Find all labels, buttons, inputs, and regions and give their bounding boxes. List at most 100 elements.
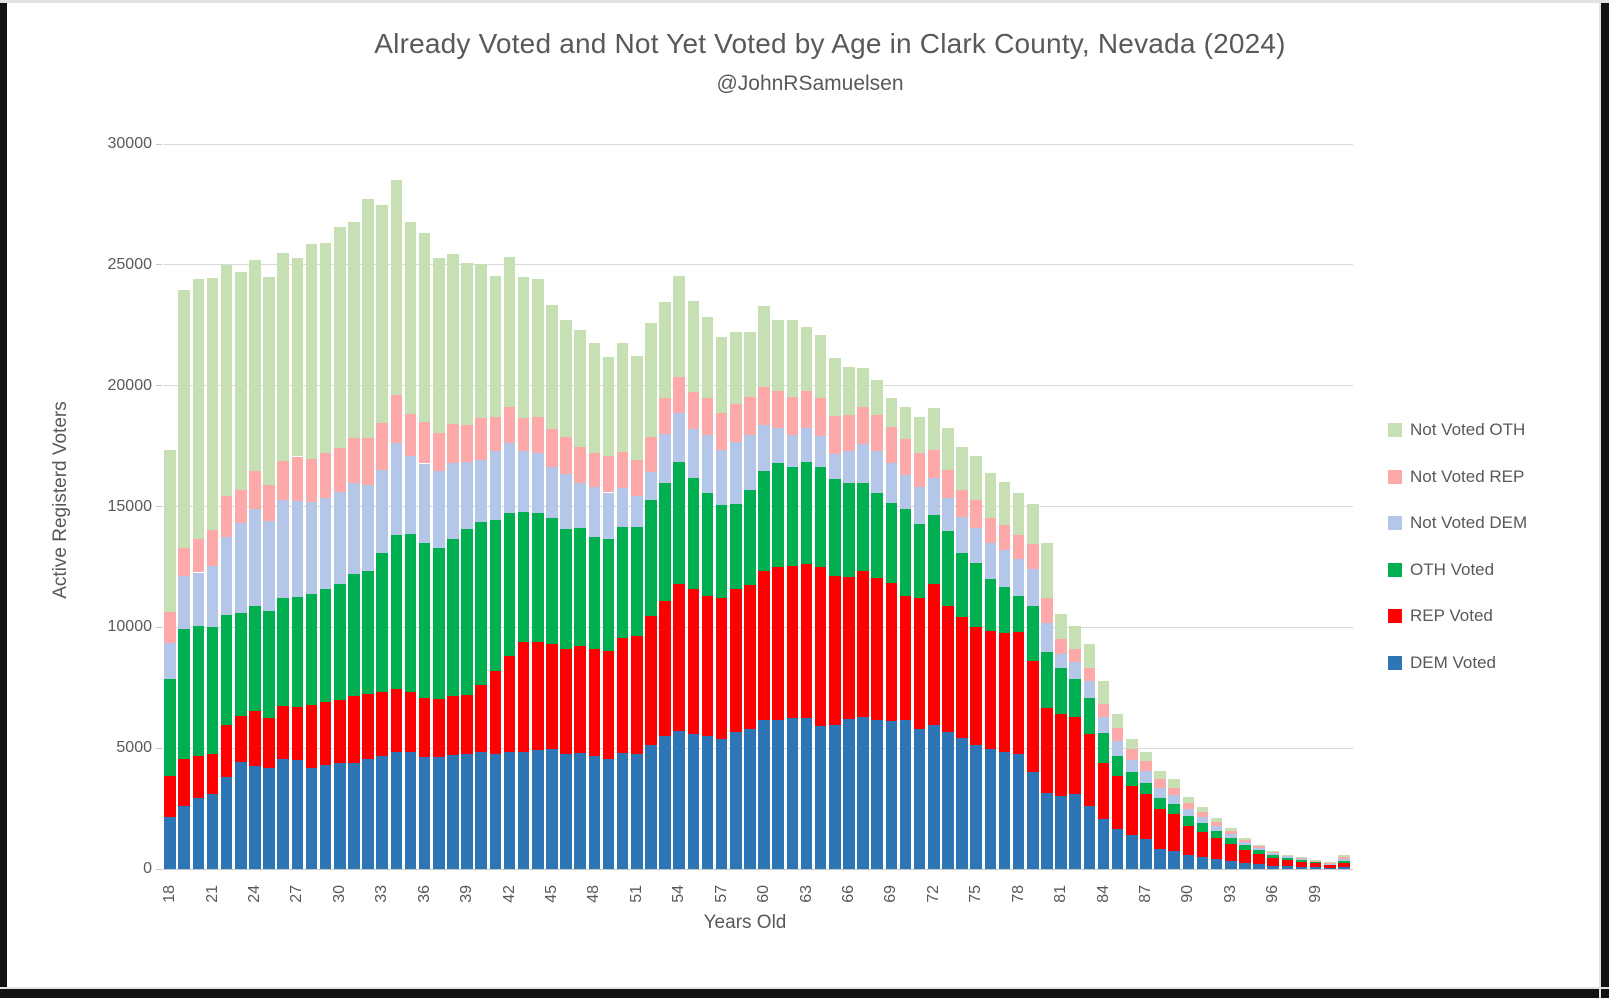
y-tick-label-10000: 10000 [107,618,153,636]
bar-age-35-oth-voted [404,533,417,693]
bar-age-45-not-voted-rep [546,428,558,467]
bar-age-96-not-voted-oth [1267,850,1279,852]
bar-age-34-oth-voted [390,534,403,690]
bar-age-46-dem-voted [560,754,572,869]
bar-age-70-oth-voted [899,509,912,597]
bar-age-84-not-voted-rep [1097,704,1110,717]
bar-age-68-rep-voted [871,577,883,720]
bar-age-57-not-voted-dem [715,450,728,505]
bar-age-65-not-voted-rep [829,416,841,454]
legend-label: DEM Voted [1410,652,1496,672]
bar-age-32-dem-voted [362,759,374,869]
bar-age-27-not-voted-dem [291,501,304,598]
bar-age-40-oth-voted [475,522,487,686]
bar-age-67-not-voted-rep [857,407,869,444]
bar-age-83-dem-voted [1083,806,1096,869]
bar-age-49-not-voted-dem [602,492,615,540]
bar-age-37-oth-voted [433,547,445,700]
y-tick-label-15000: 15000 [107,497,153,515]
bar-age-34-not-voted-rep [390,394,403,443]
bar-age-31-not-voted-oth [348,221,360,438]
bar-age-68-not-voted-oth [871,379,883,415]
bar-age-74-not-voted-oth [956,446,968,490]
bar-age-27-oth-voted [291,597,304,708]
bar-age-35-rep-voted [404,692,417,753]
bar-age-83-not-voted-oth [1083,644,1096,668]
bar-age-64-not-voted-dem [814,435,827,467]
bar-age-63-oth-voted [800,461,813,564]
bar-age-62-not-voted-dem [786,434,799,467]
x-tick-label-33: 33 [373,885,391,903]
bar-age-59-not-voted-rep [744,396,756,435]
bar-age-64-oth-voted [814,466,827,568]
bar-age-71-not-voted-oth [913,417,926,454]
y-tick-label-30000: 30000 [107,135,153,152]
bar-age-40-not-voted-oth [475,263,487,418]
bar-age-94-dem-voted [1239,862,1251,869]
bar-age-35-dem-voted [404,752,417,869]
bar-age-19-not-voted-oth [178,290,190,548]
bar-age-46-oth-voted [560,529,572,650]
bar-age-36-not-voted-oth [418,232,431,422]
bar-age-47-not-voted-dem [574,482,586,528]
bar-age-29-not-voted-rep [319,452,332,498]
bar-age-76-not-voted-dem [984,542,997,580]
bar-age-44-oth-voted [532,512,544,642]
bar-age-60-not-voted-dem [758,424,770,472]
bar-age-89-not-voted-oth [1168,779,1180,788]
gridline-0 [163,868,1353,870]
y-tick-label-20000: 20000 [107,376,153,394]
bar-age-68-not-voted-dem [871,450,883,493]
legend-swatch-icon [1388,609,1402,623]
bar-age-93-not-voted-dem [1225,833,1237,838]
bar-age-67-not-voted-oth [857,367,869,408]
bar-age-72-not-voted-oth [928,407,940,451]
y-tick-mark [156,747,162,749]
bar-age-87-not-voted-dem [1140,770,1152,784]
bar-age-30-rep-voted [334,700,346,764]
gridline-25000 [163,264,1353,266]
bar-age-79-rep-voted [1027,660,1039,773]
bar-age-27-dem-voted [291,760,304,869]
bar-age-100-oth-voted [1324,864,1336,866]
bar-age-81-not-voted-rep [1055,639,1067,654]
bar-age-27-not-voted-oth [291,257,304,457]
bar-age-99-rep-voted [1309,863,1322,868]
bar-age-76-not-voted-oth [984,472,997,518]
bar-age-26-rep-voted [277,706,289,760]
bar-age-23-rep-voted [235,716,247,763]
bar-age-44-dem-voted [532,749,544,869]
bar-age-97-rep-voted [1281,860,1294,867]
bar-age-88-oth-voted [1154,798,1166,810]
bar-age-32-not-voted-rep [362,437,374,485]
bar-age-18-rep-voted [164,776,176,818]
bar-age-69-rep-voted [885,582,898,721]
bar-age-91-not-voted-dem [1196,817,1209,824]
bar-age-71-not-voted-dem [913,487,926,525]
bar-age-91-not-voted-rep [1196,812,1209,818]
bar-age-31-rep-voted [348,696,360,764]
bar-age-92-not-voted-dem [1210,826,1223,831]
bar-age-73-dem-voted [942,732,954,869]
y-tick-mark [156,264,162,266]
bar-age-98-not-voted-dem [1295,859,1308,861]
bar-age-63-not-voted-dem [800,427,813,462]
bar-age-66-oth-voted [843,482,855,577]
window-frame-left [0,0,7,998]
bar-age-93-rep-voted [1225,843,1237,862]
bar-age-37-dem-voted [433,757,445,869]
bar-age-18-not-voted-dem [164,643,176,680]
bar-age-45-not-voted-dem [546,466,558,518]
bar-age-92-dem-voted [1210,859,1223,869]
bar-age-99-oth-voted [1309,862,1322,864]
bar-age-65-not-voted-oth [829,357,841,417]
bar-age-36-not-voted-rep [418,421,431,464]
x-tick-label-48: 48 [585,885,603,903]
bar-age-22-dem-voted [220,777,233,869]
bar-age-100-rep-voted [1324,865,1336,868]
bar-age-79-not-voted-dem [1027,569,1039,607]
bar-age-54-oth-voted [673,461,685,585]
bar-age-56-dem-voted [701,736,714,869]
bar-age-42-not-voted-rep [503,406,516,443]
bar-age-39-rep-voted [461,695,473,755]
